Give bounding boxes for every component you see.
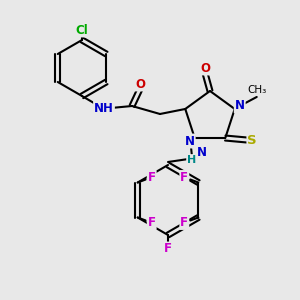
Text: CH₃: CH₃ bbox=[247, 85, 266, 95]
Text: S: S bbox=[248, 134, 257, 146]
Text: F: F bbox=[180, 171, 188, 184]
Text: N: N bbox=[185, 134, 195, 148]
Text: F: F bbox=[180, 216, 188, 229]
Text: F: F bbox=[148, 171, 156, 184]
Text: F: F bbox=[148, 216, 156, 229]
Text: N: N bbox=[197, 146, 207, 158]
Text: NH: NH bbox=[94, 101, 114, 115]
Text: N: N bbox=[235, 100, 245, 112]
Text: Cl: Cl bbox=[76, 23, 88, 37]
Text: F: F bbox=[164, 242, 172, 256]
Text: H: H bbox=[187, 155, 196, 165]
Text: O: O bbox=[135, 77, 145, 91]
Text: O: O bbox=[200, 61, 210, 74]
